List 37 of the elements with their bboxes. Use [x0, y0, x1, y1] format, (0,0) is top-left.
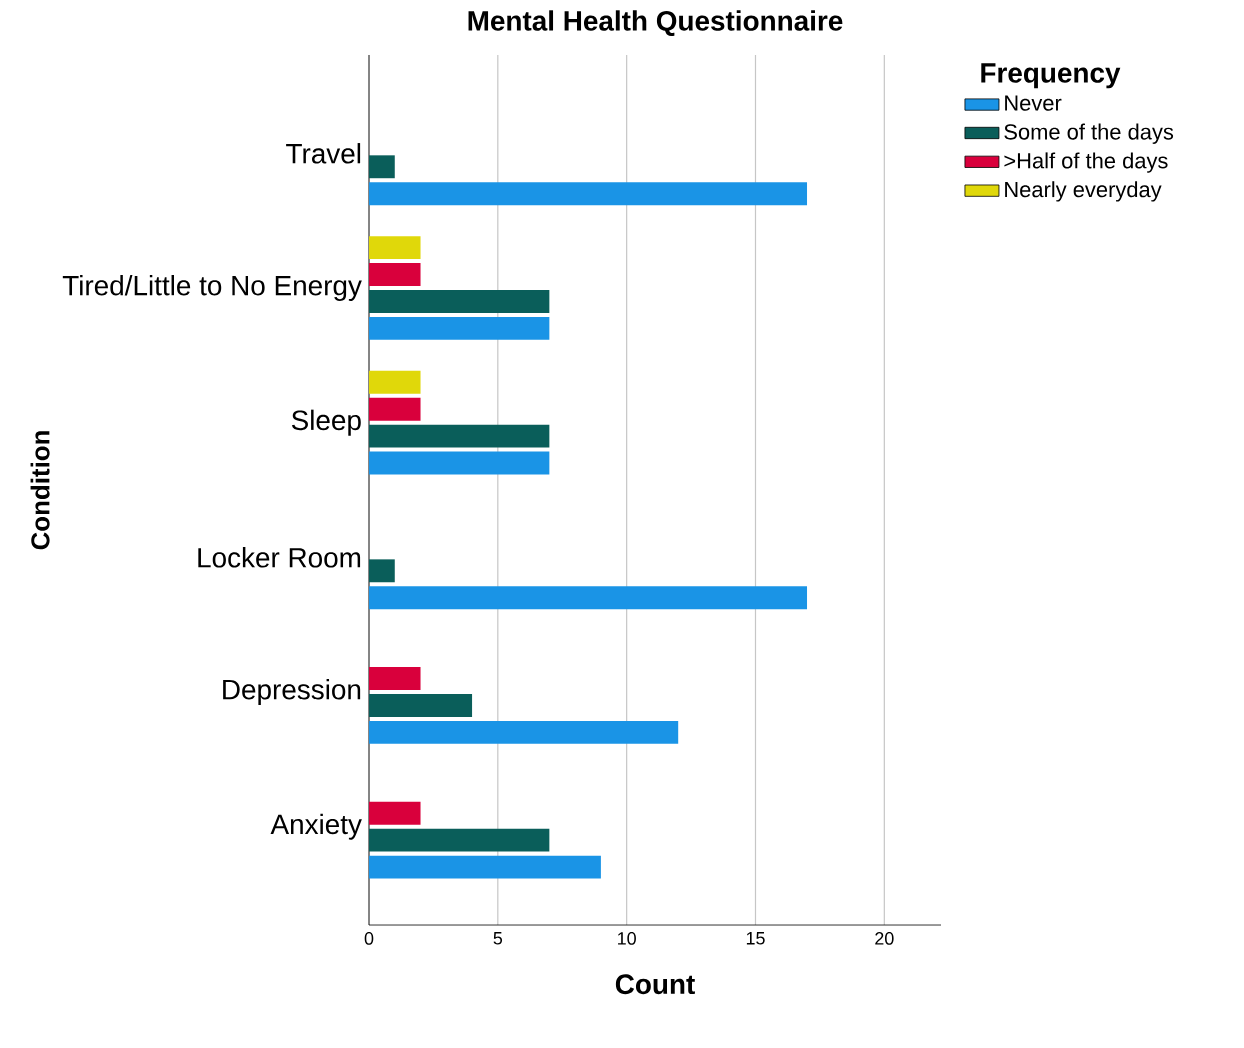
- bar: [369, 694, 473, 717]
- x-tick-label: 0: [364, 932, 374, 945]
- legend-label: Nearly everyday: [1005, 181, 1162, 202]
- y-tick-label: Depression: [223, 679, 361, 706]
- y-tick-label: Anxiety: [270, 813, 362, 840]
- legend-title: Frequency: [981, 63, 1121, 89]
- x-tick-label: 5: [493, 932, 503, 945]
- bar: [369, 559, 395, 583]
- bar: [369, 155, 395, 179]
- bar: [369, 290, 550, 313]
- legend-label: >Half of the days: [1004, 152, 1168, 173]
- x-tick-label: 10: [618, 932, 636, 945]
- bar: [369, 397, 421, 421]
- y-tick-label: Tired/Little to No Energy: [62, 274, 362, 301]
- bar: [369, 855, 601, 879]
- bar: [369, 424, 550, 448]
- bar: [369, 451, 550, 475]
- y-tick-label: Sleep: [291, 409, 361, 436]
- bar: [369, 720, 679, 744]
- x-axis-title: Count: [615, 974, 695, 995]
- bar: [369, 667, 421, 690]
- legend-label: Some of the days: [1004, 123, 1174, 144]
- bar: [369, 801, 421, 825]
- bar: [369, 828, 550, 852]
- y-tick-label: Locker Room: [198, 547, 361, 568]
- y-axis-title: Condition: [30, 431, 50, 550]
- chart-title: Mental Health Questionnaire: [468, 10, 843, 37]
- x-tick-label: 15: [746, 932, 765, 945]
- bar: [369, 263, 421, 286]
- bar: [369, 316, 550, 340]
- x-tick-label: 20: [875, 932, 894, 945]
- bar: [369, 586, 808, 610]
- y-tick-label: Travel: [286, 143, 361, 164]
- legend-label: Never: [1005, 95, 1062, 111]
- bar: [369, 182, 808, 206]
- bar: [369, 370, 421, 394]
- bar: [369, 236, 421, 260]
